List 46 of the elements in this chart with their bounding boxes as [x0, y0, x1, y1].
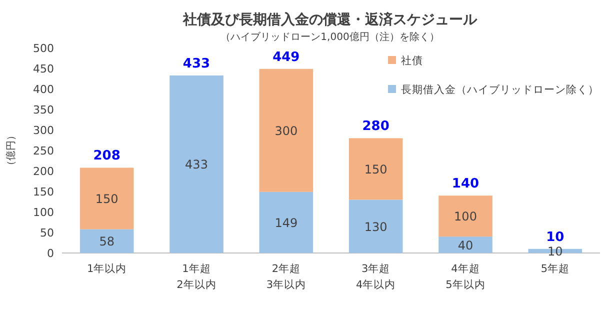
- y-tick-label: 250: [33, 144, 54, 158]
- data-label: 150: [364, 162, 388, 176]
- x-tick-label: 1年以内: [86, 262, 127, 275]
- y-tick-label: 200: [33, 165, 54, 178]
- bar: [80, 229, 134, 253]
- x-tick-label: 5年超: [540, 263, 570, 275]
- total-label: 449: [272, 50, 300, 65]
- data-label: 130: [364, 220, 388, 234]
- y-tick-label: 350: [33, 104, 54, 116]
- x-tick-label: 4年超 5年以内: [446, 263, 486, 291]
- bar: [348, 138, 403, 200]
- data-label: 150: [95, 192, 118, 206]
- chart-subtitle: （ハイブリッドローン1,000億円（注）を除く）: [220, 31, 440, 43]
- bar: [259, 68, 314, 192]
- bar: [348, 200, 403, 253]
- data-label: 433: [185, 158, 208, 172]
- data-label: 58: [99, 234, 114, 249]
- data-label: 149: [274, 216, 298, 230]
- data-label: 300: [274, 124, 298, 138]
- y-tick-label: 150: [33, 186, 54, 198]
- legend-label: 社債: [401, 54, 423, 67]
- y-tick-label: 300: [33, 124, 54, 137]
- data-label: 40: [458, 238, 474, 252]
- y-tick-label: 450: [33, 62, 54, 76]
- bar: [438, 236, 492, 253]
- x-tick-label: 2年超 3年以内: [266, 263, 306, 291]
- y-tick-label: 100: [33, 206, 54, 219]
- total-label: 280: [362, 119, 390, 134]
- y-tick-label: 400: [33, 83, 54, 96]
- y-tick-label: 500: [33, 42, 54, 55]
- total-label: 433: [182, 56, 210, 72]
- y-tick-label: 50: [40, 226, 54, 240]
- total-label: 208: [93, 148, 120, 164]
- legend-label: 長期借入金（ハイブリッドローン除く）: [401, 83, 599, 96]
- bar: [438, 196, 492, 237]
- x-tick-label: 1年超 2年以内: [176, 263, 216, 291]
- y-axis-title: （億円）: [5, 130, 17, 170]
- bar: [80, 168, 134, 230]
- total-label: 140: [452, 176, 480, 192]
- data-label: 100: [454, 210, 477, 224]
- y-tick-label: 0: [47, 247, 54, 260]
- bar: [259, 192, 314, 253]
- total-label: 10: [546, 230, 564, 245]
- chart-title: 社債及び長期借入金の償還・返済スケジュール: [182, 11, 478, 28]
- x-tick-label: 3年超 4年以内: [356, 263, 396, 291]
- bar: [170, 75, 224, 253]
